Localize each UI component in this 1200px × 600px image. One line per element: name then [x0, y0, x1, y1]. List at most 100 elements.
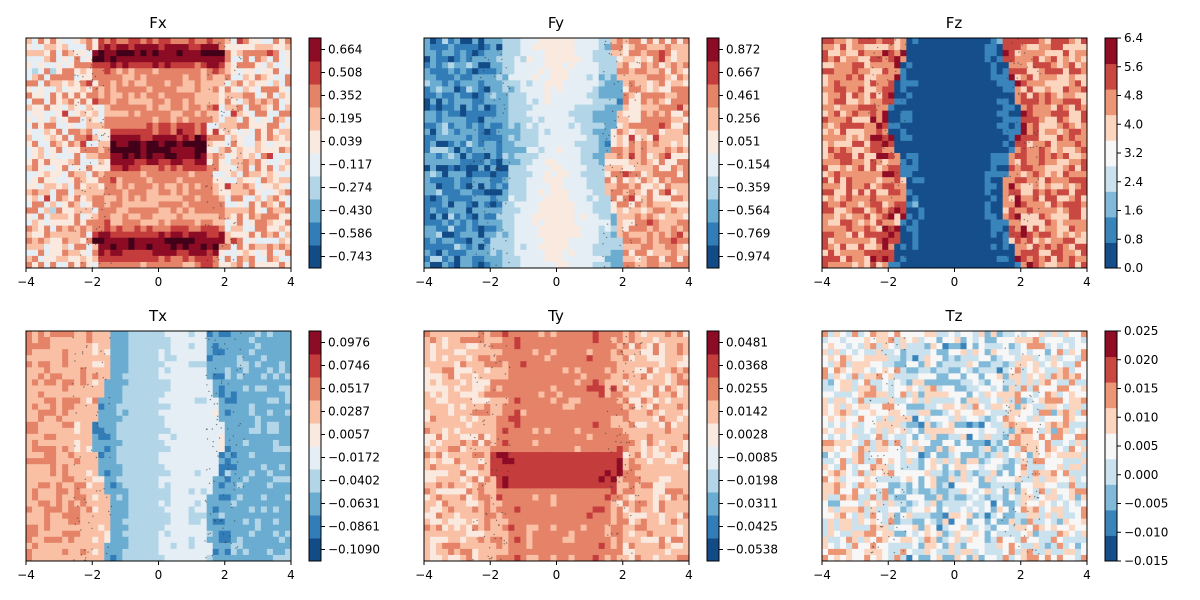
heatmap-cell [460, 104, 467, 112]
heatmap-cell [978, 38, 986, 45]
sample-point [207, 74, 209, 76]
heatmap-cell [852, 50, 859, 57]
heatmap-cell [936, 195, 944, 203]
heatmap-cell [38, 165, 45, 172]
heatmap-cell [224, 50, 232, 57]
heatmap-cell [152, 146, 160, 154]
heatmap-cell [1020, 165, 1028, 172]
heatmap-cell [430, 80, 437, 88]
heatmap-cell [502, 219, 509, 227]
heatmap-cell [92, 201, 99, 209]
heatmap-cell [32, 231, 39, 239]
heatmap-cell [592, 207, 600, 215]
heatmap-cell [260, 237, 268, 245]
heatmap-cell [224, 243, 232, 251]
heatmap-cell [74, 261, 81, 268]
heatmap-cell [628, 183, 636, 190]
heatmap-cell [526, 165, 534, 172]
heatmap-cell [1032, 153, 1040, 160]
heatmap-cell [936, 50, 944, 57]
heatmap-cell [490, 231, 497, 239]
heatmap-cell [134, 219, 142, 227]
heatmap-cell [478, 249, 485, 257]
heatmap-cell [864, 56, 871, 63]
heatmap-cell [442, 116, 449, 124]
heatmap-cell [1026, 171, 1034, 178]
heatmap-cell [828, 56, 835, 63]
heatmap-cell [1050, 80, 1058, 88]
heatmap-cell [80, 225, 87, 233]
heatmap-cell [74, 92, 81, 100]
heatmap-cell [870, 68, 877, 75]
heatmap-cell [206, 261, 214, 268]
heatmap-cell [116, 183, 123, 190]
heatmap-cell [520, 177, 527, 184]
heatmap-cell [544, 165, 552, 172]
heatmap-cell [658, 207, 666, 215]
heatmap-cell [424, 249, 431, 257]
heatmap-cell [514, 140, 521, 148]
heatmap-cell [616, 177, 624, 184]
heatmap-cell [864, 98, 871, 106]
heatmap-cell [1038, 153, 1046, 160]
heatmap-cell [604, 68, 612, 75]
heatmap-cell [460, 128, 467, 136]
heatmap-cell [894, 68, 901, 75]
heatmap-cell [242, 183, 250, 190]
heatmap-cell [92, 80, 99, 88]
heatmap-cell [990, 146, 998, 154]
heatmap-cell [876, 140, 883, 148]
heatmap-cell [182, 189, 190, 196]
sample-point [84, 149, 87, 151]
heatmap-cell [918, 56, 925, 63]
heatmap-cell [646, 62, 654, 69]
heatmap-cell [622, 249, 630, 257]
heatmap-cell [954, 80, 962, 88]
heatmap-cell [272, 231, 280, 239]
heatmap-cell [652, 50, 660, 57]
heatmap-cell [242, 68, 250, 75]
heatmap-cell [532, 74, 540, 81]
heatmap-cell [92, 92, 99, 100]
heatmap-cell [272, 171, 280, 178]
sample-point [101, 230, 103, 232]
heatmap-cell [242, 128, 250, 136]
heatmap-cell [242, 62, 250, 69]
heatmap-cell [852, 44, 859, 51]
heatmap-cell [502, 50, 509, 57]
heatmap-cell [212, 237, 220, 245]
heatmap-cell [478, 56, 485, 63]
heatmap-cell [918, 171, 925, 178]
heatmap-cell [236, 68, 244, 75]
heatmap-cell [936, 68, 944, 75]
sample-point [505, 202, 507, 205]
heatmap-cell [924, 56, 932, 63]
heatmap-cell [930, 183, 938, 190]
heatmap-cell [670, 110, 678, 118]
heatmap-cell [846, 122, 853, 130]
heatmap-cell [532, 62, 540, 69]
heatmap-cell [164, 189, 172, 196]
heatmap-cell [652, 165, 660, 172]
heatmap-cell [50, 44, 57, 51]
heatmap-cell [454, 183, 461, 190]
heatmap-cell [514, 50, 521, 57]
heatmap-cell [906, 62, 913, 69]
heatmap-cell [496, 153, 503, 160]
heatmap-cell [176, 261, 184, 268]
heatmap-cell [44, 110, 51, 118]
heatmap-cell [864, 38, 871, 45]
heatmap-cell [1032, 128, 1040, 136]
heatmap-cell [146, 98, 154, 106]
heatmap-cell [900, 122, 907, 130]
heatmap-cell [568, 153, 576, 160]
heatmap-cell [550, 134, 558, 142]
heatmap-cell [466, 255, 473, 263]
heatmap-cell [128, 44, 136, 51]
heatmap-cell [592, 159, 600, 166]
heatmap-cell [224, 86, 232, 94]
heatmap-cell [652, 122, 660, 130]
heatmap-cell [152, 62, 160, 69]
heatmap-cell [888, 44, 895, 51]
heatmap-cell [1032, 140, 1040, 148]
